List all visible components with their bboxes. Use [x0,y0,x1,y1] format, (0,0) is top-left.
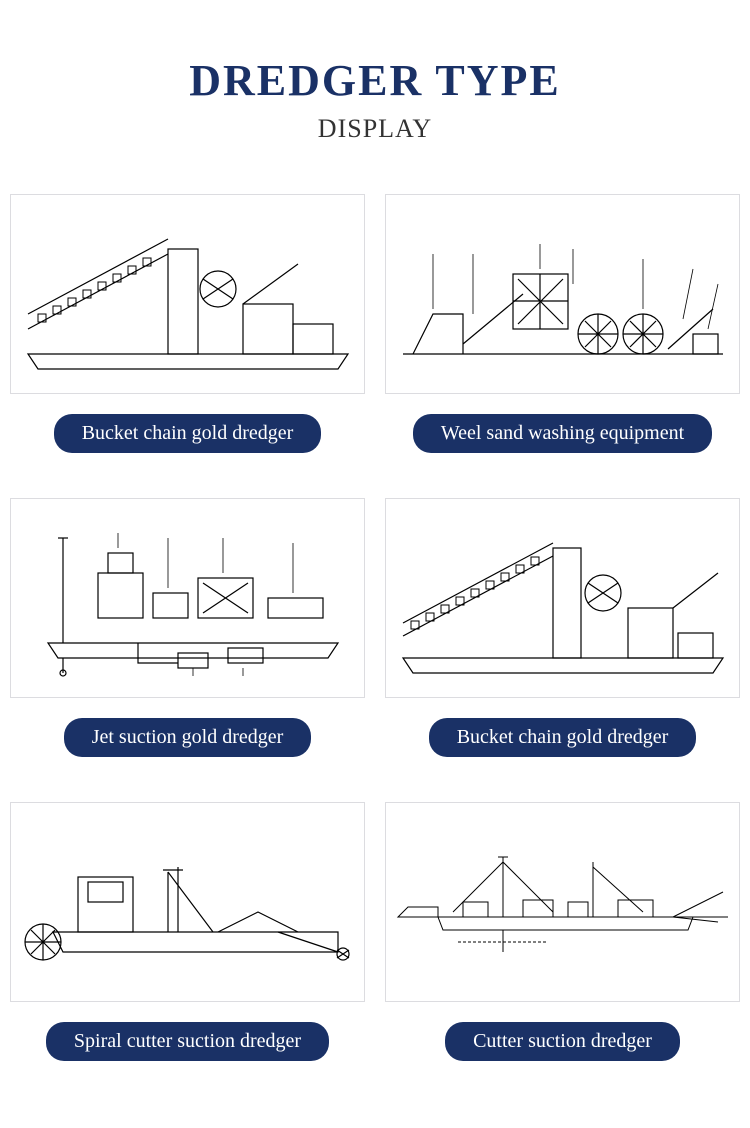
dredger-card: Jet suction gold dredger [10,498,365,757]
page-subtitle: DISPLAY [0,114,750,144]
dredger-grid: Bucket chain gold dredger [0,169,750,1101]
dredger-card: Bucket chain gold dredger [10,194,365,453]
diagram-cutter-suction [385,802,740,1002]
dredger-label: Bucket chain gold dredger [429,718,697,757]
dredger-label: Bucket chain gold dredger [54,414,322,453]
dredger-label: Weel sand washing equipment [413,414,712,453]
diagram-bucket-chain [10,194,365,394]
dredger-card: Bucket chain gold dredger [385,498,740,757]
page-title: DREDGER TYPE [0,55,750,106]
dredger-label: Cutter suction dredger [445,1022,680,1061]
dredger-label: Spiral cutter suction dredger [46,1022,329,1061]
dredger-label: Jet suction gold dredger [64,718,312,757]
dredger-card: Weel sand washing equipment [385,194,740,453]
header: DREDGER TYPE DISPLAY [0,0,750,169]
dredger-card: Cutter suction dredger [385,802,740,1061]
diagram-wheel-wash [385,194,740,394]
dredger-card: Spiral cutter suction dredger [10,802,365,1061]
diagram-spiral-cutter [10,802,365,1002]
diagram-jet-suction [10,498,365,698]
diagram-bucket-chain-2 [385,498,740,698]
